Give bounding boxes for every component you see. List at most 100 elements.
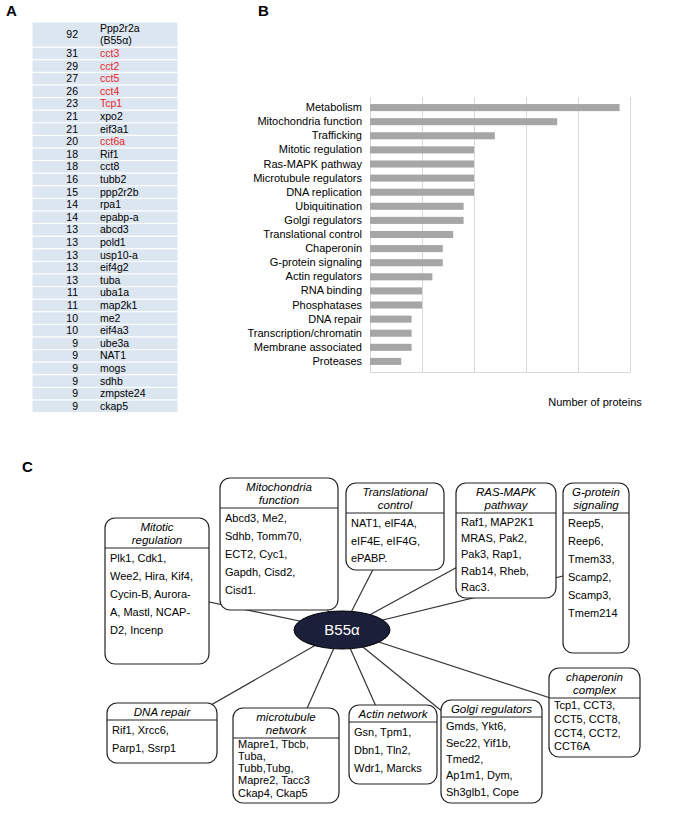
bar <box>370 160 474 167</box>
box-title: Mitotic <box>140 521 173 533</box>
table-name: pold1 <box>100 236 126 248</box>
box-item: Mapre1, Tbcb, <box>238 738 309 750</box>
table-name: cct5 <box>100 72 119 84</box>
bar <box>370 316 412 323</box>
table-name: mogs <box>100 362 126 374</box>
box-title: chaperonin <box>566 671 623 683</box>
table-name: eif4a3 <box>100 324 129 336</box>
y-tick-label: G-protein signaling <box>270 256 362 268</box>
box-item: Reep6, <box>568 535 603 547</box>
table-count: 13 <box>66 249 78 261</box>
box-title: control <box>378 499 413 511</box>
table-count: 11 <box>67 286 78 298</box>
box-item: Cycin-B, Aurora- <box>110 588 191 600</box>
bar <box>370 189 474 196</box>
figure: ABC92Ppp2r2a(B55α)31cct329cct227cct526cc… <box>0 0 685 813</box>
table-count: 14 <box>66 211 78 223</box>
box-item: Gapdh, Cisd2, <box>225 566 295 578</box>
table-count: 9 <box>72 337 78 349</box>
y-axis: Metabolism Mitochondria function Trafficki… <box>247 98 370 373</box>
y-tick-label: Mitotic regulation <box>279 143 362 155</box>
table-count: 10 <box>66 324 78 336</box>
table-row <box>32 350 178 363</box>
box <box>563 483 629 653</box>
box <box>107 703 217 763</box>
table-row <box>32 337 178 350</box>
table-name: sdhb <box>100 375 123 387</box>
box-separator <box>105 548 209 549</box>
box-item: NAT1, eIF4A, <box>351 517 417 529</box>
y-tick-label: Trafficking <box>312 129 362 141</box>
table-name: tuba <box>100 274 121 286</box>
y-tick-label: Chaperonin <box>305 242 362 254</box>
box-item: Ckap4, Ckap5 <box>238 787 308 799</box>
box-item: Raf1, MAP2K1 <box>461 516 534 528</box>
box-item: Tmem214 <box>568 607 618 619</box>
box-separator <box>441 717 542 718</box>
box-item: Rif1, Xrcc6, <box>112 724 169 736</box>
box <box>220 478 338 610</box>
box-item: CCT5, CCT8, <box>554 713 621 725</box>
bar <box>370 175 474 182</box>
table-name: map2k1 <box>100 299 138 311</box>
box <box>441 700 542 803</box>
box-item: Cisd1. <box>225 584 256 596</box>
panel-label: C <box>22 458 33 475</box>
bar <box>370 104 620 111</box>
table-row <box>32 98 178 111</box>
table-row <box>32 110 178 123</box>
table-name: tubb2 <box>100 173 126 185</box>
bar <box>370 217 464 224</box>
table-count: 21 <box>66 110 78 122</box>
box-item: Reep5, <box>568 517 603 529</box>
panel-label: A <box>6 2 17 19</box>
y-tick-label: Golgi regulators <box>284 214 362 226</box>
y-tick-label: Mitochondria function <box>257 115 362 127</box>
y-tick-label: Metabolism <box>306 101 362 113</box>
table-name: abcd3 <box>100 223 129 235</box>
table-row <box>32 60 178 73</box>
box-item: eIF4E, eIF4G, <box>351 535 420 547</box>
table-count: 9 <box>72 400 78 412</box>
box <box>346 483 444 570</box>
bar <box>370 301 422 308</box>
box-item: Pak3, Rap1, <box>461 548 522 560</box>
box-item: Wdr1, Marcks <box>354 762 422 774</box>
table-row <box>32 85 178 98</box>
box-separator <box>220 508 338 509</box>
diagram: MitoticregulationPlk1, Cdk1,Wee2, Hira, … <box>105 478 640 803</box>
table-row <box>32 161 178 174</box>
box-item: ePABP. <box>351 552 387 564</box>
table-count: 9 <box>72 362 78 374</box>
table-row <box>32 362 178 375</box>
table-row <box>32 324 178 337</box>
box-item: MRAS, Pak2, <box>461 532 527 544</box>
box-item: Tmem33, <box>568 553 614 565</box>
table-count: 29 <box>66 60 78 72</box>
bar <box>370 259 443 266</box>
table-row <box>32 72 178 85</box>
box-title: function <box>259 494 299 506</box>
bars <box>370 104 620 365</box>
table-name: epabp-a <box>100 211 139 223</box>
y-tick-label: Proteases <box>312 355 362 367</box>
y-tick-label: Translational control <box>263 228 362 240</box>
box-title: Golgi regulators <box>451 703 532 715</box>
box-title: DNA repair <box>134 706 192 718</box>
table-row <box>32 198 178 211</box>
table-name: NAT1 <box>100 349 126 361</box>
table-name: cct8 <box>100 160 119 172</box>
table-row <box>32 135 178 148</box>
table-name: eif4g2 <box>100 261 129 273</box>
box-item: Tubb,Tubg, <box>238 762 293 774</box>
box-separator <box>456 513 556 514</box>
grid-line <box>630 97 631 372</box>
table-name: cct4 <box>100 85 119 97</box>
box-item: ECT2, Cyc1, <box>225 548 287 560</box>
table-count: 9 <box>72 387 78 399</box>
box <box>233 708 339 803</box>
table-count: 27 <box>66 72 78 84</box>
table-row <box>32 224 178 237</box>
box-title: Mitochondria <box>246 481 312 493</box>
box-separator <box>346 513 444 514</box>
